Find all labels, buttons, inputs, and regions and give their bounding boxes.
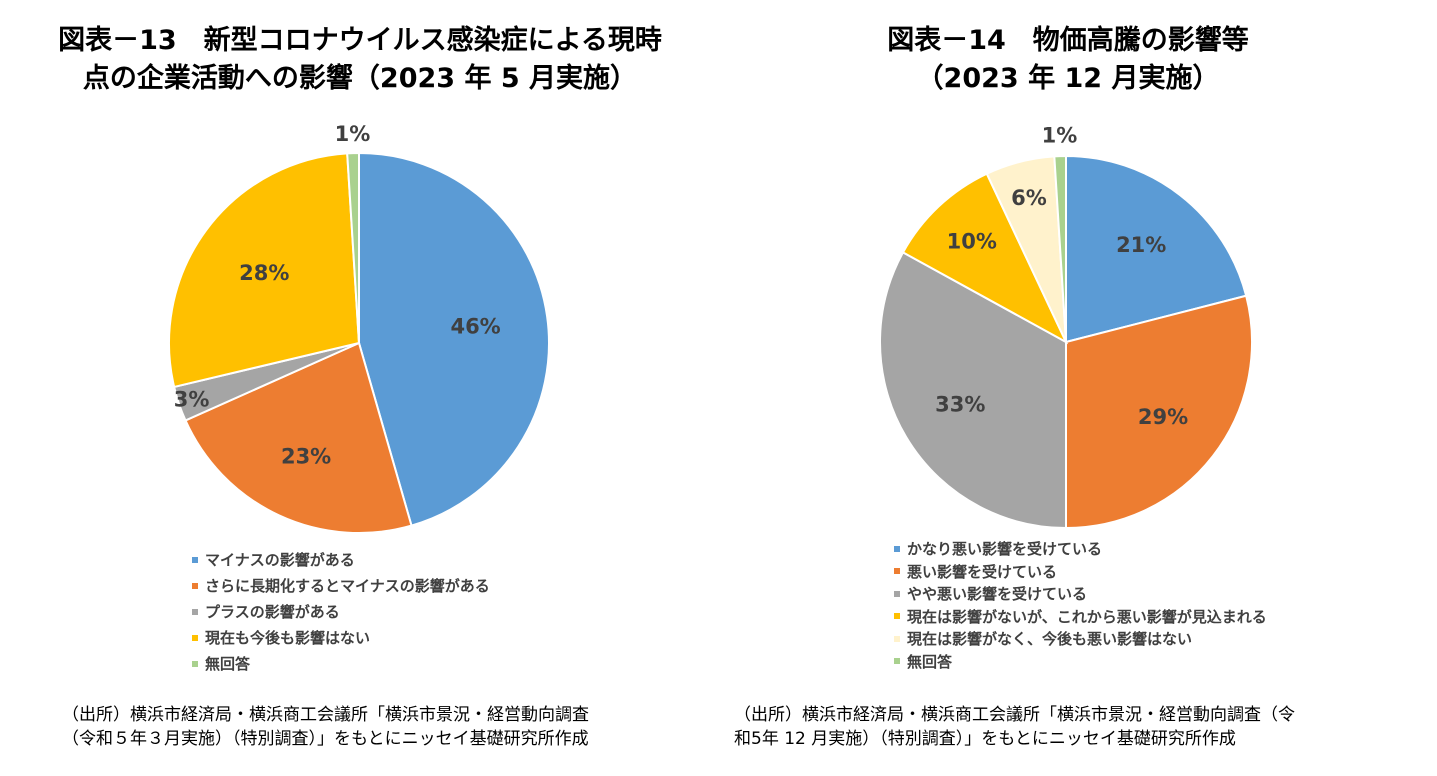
legend-swatch (192, 582, 198, 589)
data-label-5: 1% (335, 122, 371, 146)
legend-swatch (894, 635, 900, 642)
pie-chart: 46% 23% 3% 28% 1% (168, 122, 550, 534)
legend-item: 悪い影響を受けている (894, 561, 1267, 584)
chart-title: 図表－13 新型コロナウイルス感染症による現時 点の企業活動への影響（2023 … (20, 22, 700, 98)
legend-swatch (192, 634, 198, 641)
source-note: （出所）横浜市経済局・横浜商工会議所「横浜市景況・経営動向調査 （令和５年３月実… (62, 703, 589, 751)
legend-item: 現在も今後も影響はない (192, 625, 490, 651)
chart-title-line-1: 図表－13 新型コロナウイルス感染症による現時 (58, 25, 662, 56)
legend-item: さらに長期化するとマイナスの影響がある (192, 573, 490, 599)
legend-item: 現在は影響がなく、今後も悪い影響はない (894, 628, 1267, 651)
pie-slice-2 (184, 341, 413, 534)
source-line-1: （出所）横浜市経済局・横浜商工会議所「横浜市景況・経営動向調査（令 (734, 705, 1295, 725)
chart-title-line-2: （2023 年 12 月実施） (916, 63, 1220, 94)
pie-slice-1 (358, 151, 550, 527)
pie-slice-3 (879, 251, 1067, 530)
legend-label: マイナスの影響がある (205, 551, 355, 569)
legend-item: マイナスの影響がある (192, 547, 490, 573)
legend-label: さらに長期化するとマイナスの影響がある (205, 577, 490, 595)
data-label-1: 21% (1116, 233, 1166, 257)
data-label-4: 10% (947, 230, 997, 254)
legend-item: 現在は影響がないが、これから悪い影響が見込まれる (894, 606, 1267, 629)
legend-swatch (192, 608, 198, 615)
data-label-6: 1% (1042, 124, 1078, 148)
legend-label: 現在も今後も影響はない (205, 629, 371, 647)
legend-swatch (894, 568, 900, 574)
legend-item: 無回答 (894, 651, 1267, 674)
legend-label: 悪い影響を受けている (907, 562, 1058, 581)
legend-label: 無回答 (205, 655, 251, 673)
chart-legend: かなり悪い影響を受けている 悪い影響を受けているやや悪い影響を受けている現在は影響… (894, 538, 1267, 673)
chart-title-line-2: 点の企業活動への影響（2023 年 5 月実施） (82, 63, 638, 94)
source-note: （出所）横浜市経済局・横浜商工会議所「横浜市景況・経営動向調査（令 和5年 12… (734, 703, 1295, 751)
pie-slice-4 (901, 172, 1069, 345)
source-line-2: （令和５年３月実施）（特別調査）」をもとにニッセイ基礎研究所作成 (62, 729, 589, 749)
chart-panel-13: 図表－13 新型コロナウイルス感染症による現時 点の企業活動への影響（2023 … (0, 0, 718, 776)
legend-label: 無回答 (907, 652, 953, 671)
legend-swatch (192, 660, 198, 667)
legend-item: プラスの影響がある (192, 599, 490, 625)
chart-title: 図表－14 物価高騰の影響等 （2023 年 12 月実施） (718, 22, 1418, 98)
data-label-3: 33% (935, 393, 985, 417)
legend-swatch (192, 556, 198, 563)
data-label-2: 23% (281, 445, 331, 469)
legend-swatch (894, 613, 900, 619)
data-label-3: 3% (174, 388, 210, 412)
source-line-2: 和5年 12 月実施）（特別調査）」をもとにニッセイ基礎研究所作成 (734, 729, 1236, 749)
source-line-1: （出所）横浜市経済局・横浜商工会議所「横浜市景況・経営動向調査 (62, 705, 589, 725)
legend-swatch (894, 590, 900, 597)
legend-label: プラスの影響がある (205, 603, 340, 621)
legend-label: 現在は影響がなく、今後も悪い影響はない (907, 630, 1193, 648)
legend-label: やや悪い影響を受けている (907, 585, 1088, 603)
pie-slice-4 (168, 152, 361, 389)
legend-label: 現在は影響がないが、これから悪い影響が見込まれる (907, 607, 1267, 626)
pie-slice-1 (1065, 154, 1248, 344)
legend-item: やや悪い影響を受けている (894, 583, 1267, 606)
chart-panel-14: 図表－14 物価高騰の影響等 （2023 年 12 月実施） 21% 29% 33%… (718, 0, 1437, 776)
pie-slice-2 (1065, 294, 1253, 530)
legend-item: 無回答 (192, 651, 490, 677)
pie-chart: 21% 29% 33% 10% 6% 1% (879, 124, 1253, 530)
chart-legend: マイナスの影響があるさらに長期化するとマイナスの影響がある プラスの影響がある現在… (192, 547, 490, 677)
data-label-4: 28% (239, 261, 289, 285)
pie-slice-5 (346, 151, 360, 344)
pie-slice-6 (1053, 154, 1067, 343)
legend-item: かなり悪い影響を受けている (894, 538, 1267, 561)
legend-swatch (894, 658, 900, 664)
legend-swatch (894, 545, 900, 552)
data-label-1: 46% (450, 315, 500, 339)
data-label-5: 6% (1011, 186, 1047, 210)
data-label-2: 29% (1138, 405, 1188, 429)
chart-title-line-1: 図表－14 物価高騰の影響等 (887, 25, 1249, 56)
legend-label: かなり悪い影響を受けている (907, 540, 1103, 558)
